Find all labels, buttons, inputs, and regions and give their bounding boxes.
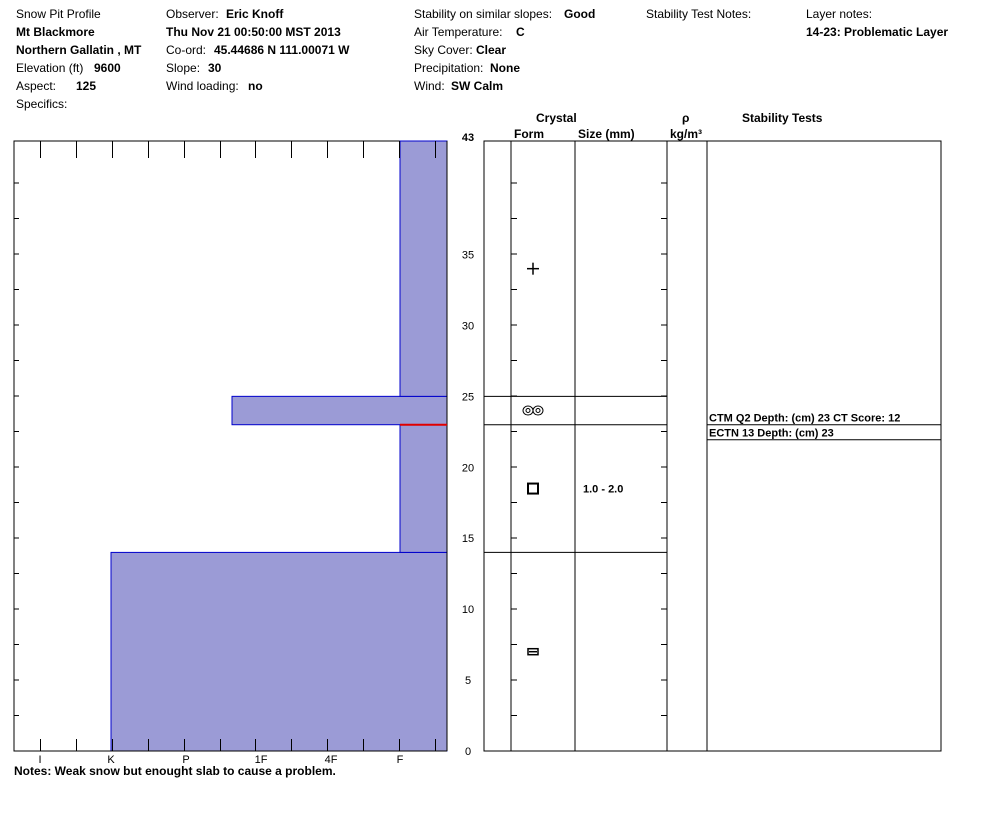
hardness-layer-bar (399, 140, 448, 397)
observer-value: Eric Knoff (226, 7, 284, 21)
stability-label: Stability on similar slopes: (414, 7, 553, 21)
depth-tick-label: 5 (465, 675, 471, 687)
elevation-value: 9600 (94, 61, 121, 75)
notes: Notes: Weak snow but enought slab to cau… (14, 764, 336, 778)
depth-top-label: 43 (462, 132, 474, 144)
crystal-size-label: 1.0 - 2.0 (583, 484, 623, 496)
hardness-label: I (38, 754, 41, 766)
wind-label: Wind: (414, 79, 445, 93)
elevation-label: Elevation (ft) (16, 61, 84, 75)
observer-label: Observer: (166, 7, 219, 21)
hardness-label: 1F (255, 754, 268, 766)
hardness-label: F (397, 754, 404, 766)
air-temp-value: C (516, 25, 525, 39)
datetime: Thu Nov 21 00:50:00 MST 2013 (166, 25, 341, 39)
surface-hoar-icon (532, 405, 544, 416)
specifics-label: Specifics: (16, 97, 68, 111)
hardness-label: K (107, 754, 115, 766)
depth-tick-label: 10 (462, 604, 474, 616)
profile-label: Snow Pit Profile (16, 7, 101, 21)
aspect-value: 125 (76, 79, 97, 93)
hardness-layer-bar (110, 551, 448, 752)
sky-value: Clear (476, 43, 507, 57)
surface-hoar-icon (525, 408, 531, 414)
precip-value: None (490, 61, 520, 75)
depth-tick-label: 30 (462, 320, 474, 332)
aspect-label: Aspect: (16, 79, 57, 93)
table-frame (483, 140, 942, 752)
region: Northern Gallatin , MT (16, 43, 142, 57)
surface-hoar-icon (535, 408, 541, 414)
layer-notes-value: 14-23: Problematic Layer (806, 25, 949, 39)
hardness-label: P (182, 754, 189, 766)
slope-value: 30 (208, 61, 222, 75)
precip-label: Precipitation: (414, 61, 484, 75)
stability-tests-header: Stability Tests (742, 111, 823, 125)
hardness-label: 4F (325, 754, 338, 766)
faceted-crystal-icon (527, 482, 539, 495)
stability-test-result: CTM Q2 Depth: (cm) 23 CT Score: 12 (709, 413, 900, 425)
depth-tick-label: 35 (462, 249, 474, 261)
density-unit-header: kg/m³ (670, 127, 703, 141)
slope-label: Slope: (166, 61, 201, 75)
depth-tick-label: 15 (462, 533, 474, 545)
coord-value: 45.44686 N 111.00071 W (214, 43, 350, 57)
rho-header: ρ (682, 111, 690, 125)
air-temp-label: Air Temperature: (414, 25, 503, 39)
surface-hoar-icon (522, 405, 534, 416)
depth-tick-label: 20 (462, 462, 474, 474)
stability-test-result: ECTN 13 Depth: (cm) 23 (709, 428, 834, 440)
sky-label: Sky Cover: (414, 43, 473, 57)
depth-tick-label: 25 (462, 391, 474, 403)
location: Mt Blackmore (16, 25, 95, 39)
hardness-layer-bar (399, 424, 448, 553)
coord-label: Co-ord: (166, 43, 207, 57)
melt-freeze-crust-icon (527, 647, 539, 656)
wind-loading-value: no (248, 79, 263, 93)
wind-loading-label: Wind loading: (166, 79, 239, 93)
wind-value: SW Calm (451, 79, 504, 93)
stability-value: Good (564, 7, 596, 21)
layer-notes-label: Layer notes: (806, 7, 873, 21)
hardness-layer-bar (231, 395, 448, 426)
stability-notes-label: Stability Test Notes: (646, 7, 752, 21)
depth-tick-label: 0 (465, 746, 471, 758)
crystal-header: Crystal (536, 111, 577, 125)
form-header: Form (514, 127, 544, 141)
size-header: Size (mm) (578, 127, 635, 141)
